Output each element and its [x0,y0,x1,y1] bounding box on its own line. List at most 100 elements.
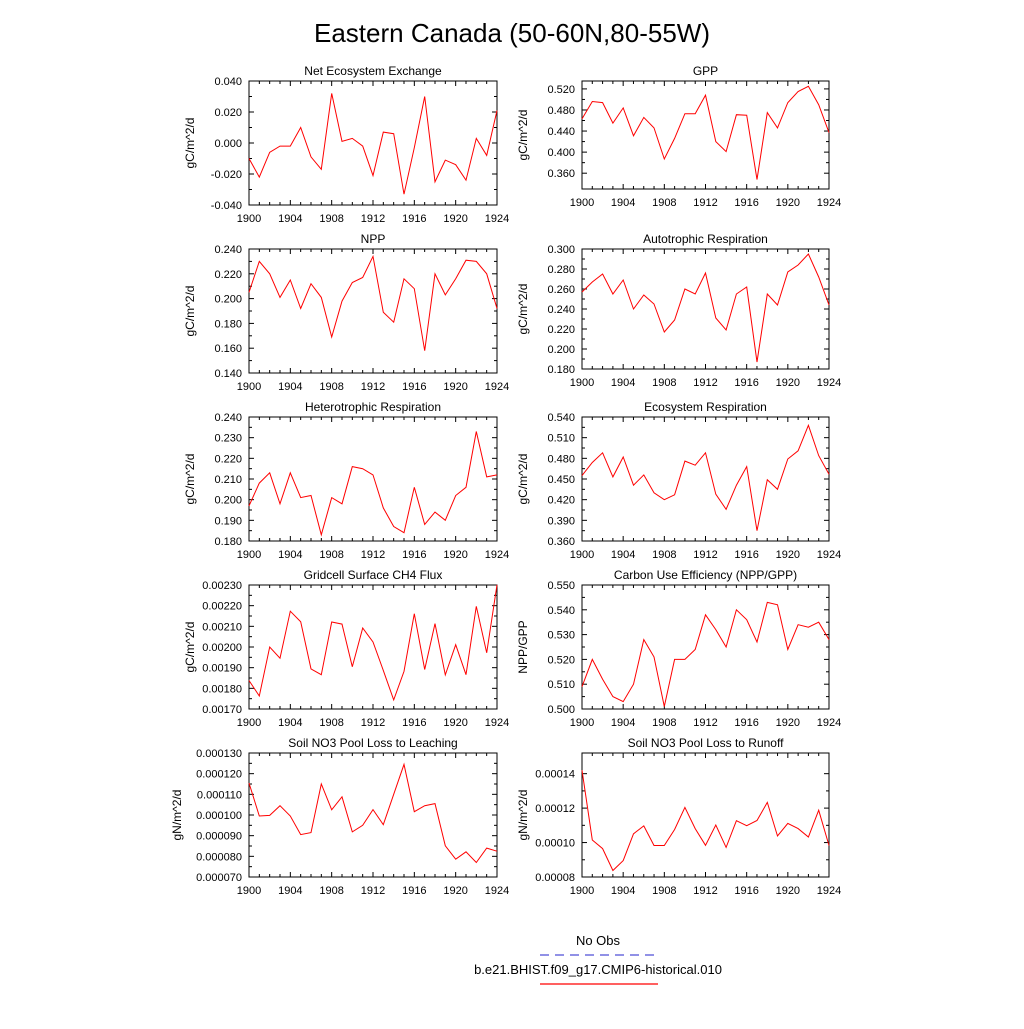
y-tick-label: 0.210 [214,474,242,486]
y-axis-label: gC/m^2/d [516,284,530,335]
x-tick-label: 1920 [776,717,800,729]
x-tick-label: 1904 [278,717,302,729]
y-tick-label: 0.200 [214,294,242,306]
series-line [581,85,830,180]
y-tick-label: 0.300 [547,244,575,256]
y-tick-label: 0.520 [547,84,575,96]
y-tick-label: 0.000080 [196,851,242,863]
y-tick-label: 0.160 [214,343,242,355]
x-tick-label: 1924 [817,885,841,897]
x-tick-label: 1916 [402,549,426,561]
panel-title: Autotrophic Respiration [643,232,768,246]
x-tick-label: 1924 [817,549,841,561]
y-tick-label: 0.520 [547,654,575,666]
y-axis-label: gC/m^2/d [183,286,197,337]
y-tick-label: 0.000110 [197,789,242,801]
x-tick-label: 1900 [237,213,261,225]
legend-label-model-run: b.e21.BHIST.f09_g17.CMIP6-historical.010 [474,962,722,977]
plot-frame [248,752,498,878]
panel-3: NPP 1900 1904 1908 1912 1916 1920 1924 0.240 0.22… [183,232,509,393]
y-tick-label: 0.190 [214,515,242,527]
y-tick-label: 0.240 [214,244,242,256]
x-tick-label: 1900 [237,549,261,561]
y-tick-label: 0.390 [547,515,575,527]
x-tick-label: 1904 [611,377,635,389]
x-tick-label: 1916 [734,549,758,561]
panel-10: Soil NO3 Pool Loss to Runoff 1900 1904 1908… [516,736,841,897]
y-tick-label: 0.00180 [202,683,242,695]
y-tick-label: 0.00012 [535,803,575,815]
panel-title: GPP [693,64,718,78]
y-tick-label: 0.180 [214,536,242,548]
y-tick-label: -0.020 [211,169,242,181]
y-tick-label: 0.530 [547,630,575,642]
x-tick-label: 1920 [776,197,800,209]
y-axis-label: gC/m^2/d [183,454,197,505]
series-line [581,770,830,872]
plot-frame [581,416,830,542]
y-tick-label: 0.180 [214,318,242,330]
y-tick-label: 0.240 [547,304,575,316]
x-tick-label: 1924 [485,381,509,393]
x-tick-label: 1908 [652,549,676,561]
y-tick-label: 0.020 [214,107,242,119]
panel-1: Net Ecosystem Exchange 1900 1904 1908 1912 19… [183,64,509,225]
x-tick-label: 1920 [443,213,467,225]
x-tick-label: 1912 [693,885,717,897]
x-tick-label: 1900 [237,885,261,897]
y-tick-label: 0.200 [547,344,575,356]
series-line [248,431,498,537]
y-axis-label: gN/m^2/d [516,790,530,841]
panel-title: Soil NO3 Pool Loss to Leaching [288,736,457,750]
x-tick-label: 1920 [443,549,467,561]
panel-title: Carbon Use Efficiency (NPP/GPP) [614,568,797,582]
y-tick-label: 0.540 [547,412,575,424]
y-tick-label: 0.550 [547,580,575,592]
x-tick-label: 1908 [652,885,676,897]
panel-5: Heterotrophic Respiration 1900 1904 1908 191… [183,400,509,561]
x-tick-label: 1900 [570,549,594,561]
x-tick-label: 1912 [693,717,717,729]
x-tick-label: 1900 [237,381,261,393]
x-tick-label: 1904 [611,885,635,897]
y-tick-label: -0.040 [211,200,242,212]
x-tick-label: 1912 [361,885,385,897]
y-tick-label: 0.230 [214,433,242,445]
x-tick-label: 1912 [693,197,717,209]
legend-label-no-obs: No Obs [576,933,621,948]
y-axis-label: gC/m^2/d [516,110,530,161]
y-tick-label: 0.000100 [196,810,242,822]
x-tick-label: 1908 [652,197,676,209]
x-tick-label: 1912 [693,377,717,389]
panel-7: Gridcell Surface CH4 Flux 1900 1904 1908 191… [183,568,509,729]
y-tick-label: 0.140 [214,368,242,380]
x-tick-label: 1900 [570,377,594,389]
x-tick-label: 1908 [652,377,676,389]
y-tick-label: 0.420 [547,495,575,507]
y-tick-label: 0.480 [547,105,575,117]
y-tick-label: 0.00170 [202,704,242,716]
series-line [581,253,830,363]
x-tick-label: 1904 [278,213,302,225]
y-tick-label: 0.540 [547,605,575,617]
y-tick-label: 0.240 [214,412,242,424]
x-tick-label: 1924 [817,197,841,209]
y-tick-label: 0.450 [547,474,575,486]
plot-frame [581,248,830,370]
plot-frame [248,248,498,374]
x-tick-label: 1920 [443,885,467,897]
y-tick-label: 0.360 [547,168,575,180]
x-tick-label: 1908 [319,549,343,561]
y-tick-label: 0.00010 [535,838,575,850]
y-tick-label: 0.180 [547,364,575,376]
x-tick-label: 1908 [319,717,343,729]
plot-frame [581,752,830,878]
series-line [248,584,498,702]
series-line [248,93,498,195]
y-tick-label: 0.280 [547,264,575,276]
y-tick-label: 0.00230 [202,580,242,592]
x-tick-label: 1912 [693,549,717,561]
series-line [248,762,498,864]
x-tick-label: 1924 [485,549,509,561]
